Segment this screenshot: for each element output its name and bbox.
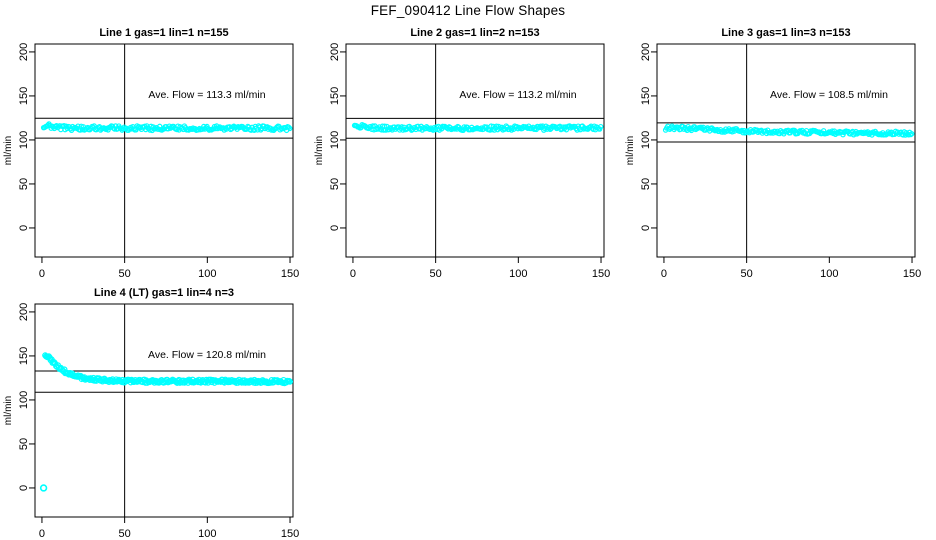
ave-flow-annotation: Ave. Flow = 113.2 ml/min (459, 89, 577, 101)
data-point (212, 125, 219, 132)
data-point (286, 378, 294, 385)
data-point (287, 125, 293, 132)
x-axis: 0 50 100 150 (39, 257, 299, 280)
subplot-line4-svg: 0 50 100 150 0 50 100 150 200 ml/min (3, 303, 299, 540)
y-tick-label: 200 (329, 43, 341, 61)
outlier-point (39, 484, 48, 492)
subplot-line1: 0 50 100 150 0 50 100 150 200 ml/min Line 1 gas=1… (0, 0, 314, 285)
y-tick-label: 100 (329, 131, 341, 149)
x-tick-label: 100 (198, 268, 216, 280)
data-points (351, 121, 604, 134)
subplot-line2-svg: 0 50 100 150 0 50 100 150 200 ml/min (314, 43, 610, 280)
y-tick-label: 150 (329, 87, 341, 105)
x-tick-label: 100 (820, 268, 838, 280)
subplot-title: Line 4 (LT) gas=1 lin=4 n=3 (93, 287, 235, 299)
ave-flow-annotation: Ave. Flow = 108.5 ml/min (770, 89, 888, 101)
x-tick-label: 150 (592, 268, 610, 280)
y-axis-label: ml/min (314, 136, 325, 165)
subplot-title: Line 3 gas=1 lin=3 n=153 (721, 27, 851, 39)
x-tick-label: 100 (509, 268, 527, 280)
data-point (269, 126, 276, 132)
y-axis-label: ml/min (3, 396, 14, 425)
subplot-line3: 0 50 100 150 0 50 100 150 200 ml/min Line 3 gas=1… (622, 0, 936, 285)
data-point (111, 126, 118, 132)
data-point (537, 123, 544, 129)
y-tick-label: 0 (18, 485, 30, 491)
subplot-line2: 0 50 100 150 0 50 100 150 200 ml/min Line 2 gas=1… (311, 0, 625, 285)
data-point (752, 126, 758, 133)
plot-box (656, 43, 916, 258)
data-point (399, 124, 405, 130)
plot-box (34, 43, 294, 258)
x-tick-label: 150 (281, 528, 299, 540)
data-point (286, 124, 292, 130)
data-points (662, 123, 915, 138)
data-point (477, 126, 484, 132)
y-tick-label: 50 (18, 178, 30, 190)
y-tick-label: 150 (18, 87, 30, 105)
y-tick-label: 200 (18, 43, 30, 61)
ave-flow-annotation: Ave. Flow = 120.8 ml/min (148, 349, 266, 361)
y-tick-label: 50 (640, 178, 652, 190)
plot-box (34, 303, 294, 518)
y-tick-label: 200 (640, 43, 652, 61)
x-tick-label: 100 (198, 528, 216, 540)
x-tick-label: 150 (903, 268, 921, 280)
data-points (40, 121, 293, 134)
data-point (909, 131, 915, 137)
y-axis: 0 50 100 150 200 (640, 43, 657, 231)
subplot-line3-svg: 0 50 100 150 0 50 100 150 200 ml/min (625, 43, 921, 280)
x-tick-label: 150 (281, 268, 299, 280)
x-tick-label: 50 (119, 268, 131, 280)
y-axis: 0 50 100 150 200 (18, 43, 35, 231)
subplot-title: Line 1 gas=1 lin=1 n=155 (99, 27, 229, 39)
x-tick-label: 50 (119, 528, 131, 540)
y-tick-label: 100 (18, 391, 30, 409)
plot-box (345, 43, 605, 258)
x-tick-label: 0 (350, 268, 356, 280)
y-tick-label: 200 (18, 303, 30, 321)
x-tick-label: 50 (741, 268, 753, 280)
data-point (248, 127, 254, 133)
x-axis: 0 50 100 150 (661, 257, 921, 280)
y-axis: 0 50 100 150 200 (329, 43, 346, 231)
y-tick-label: 0 (329, 225, 341, 231)
y-tick-label: 0 (18, 225, 30, 231)
y-tick-label: 0 (640, 225, 652, 231)
ave-flow-annotation: Ave. Flow = 113.3 ml/min (148, 89, 266, 101)
page-title: FEF_090412 Line Flow Shapes (370, 3, 566, 18)
subplot-line1-svg: 0 50 100 150 0 50 100 150 200 ml/min (3, 43, 299, 280)
y-axis: 0 50 100 150 200 (18, 303, 35, 491)
x-tick-label: 0 (661, 268, 667, 280)
y-tick-label: 150 (640, 87, 652, 105)
y-tick-label: 150 (18, 347, 30, 365)
y-axis-label: ml/min (3, 136, 14, 165)
data-points (39, 352, 294, 492)
data-point (152, 126, 159, 132)
x-axis: 0 50 100 150 (350, 257, 610, 280)
y-tick-label: 100 (640, 131, 652, 149)
data-point (743, 129, 749, 135)
x-tick-label: 0 (39, 268, 45, 280)
x-tick-label: 0 (39, 528, 45, 540)
y-tick-label: 50 (329, 178, 341, 190)
subplot-line4: 0 50 100 150 0 50 100 150 200 ml/min Line 4 (LT) … (0, 260, 314, 540)
y-tick-label: 50 (18, 438, 30, 450)
y-tick-label: 100 (18, 131, 30, 149)
data-point (598, 123, 604, 130)
subplot-title: Line 2 gas=1 lin=2 n=153 (410, 27, 540, 39)
x-axis: 0 50 100 150 (39, 517, 299, 540)
y-axis-label: ml/min (625, 136, 636, 165)
x-tick-label: 50 (430, 268, 442, 280)
